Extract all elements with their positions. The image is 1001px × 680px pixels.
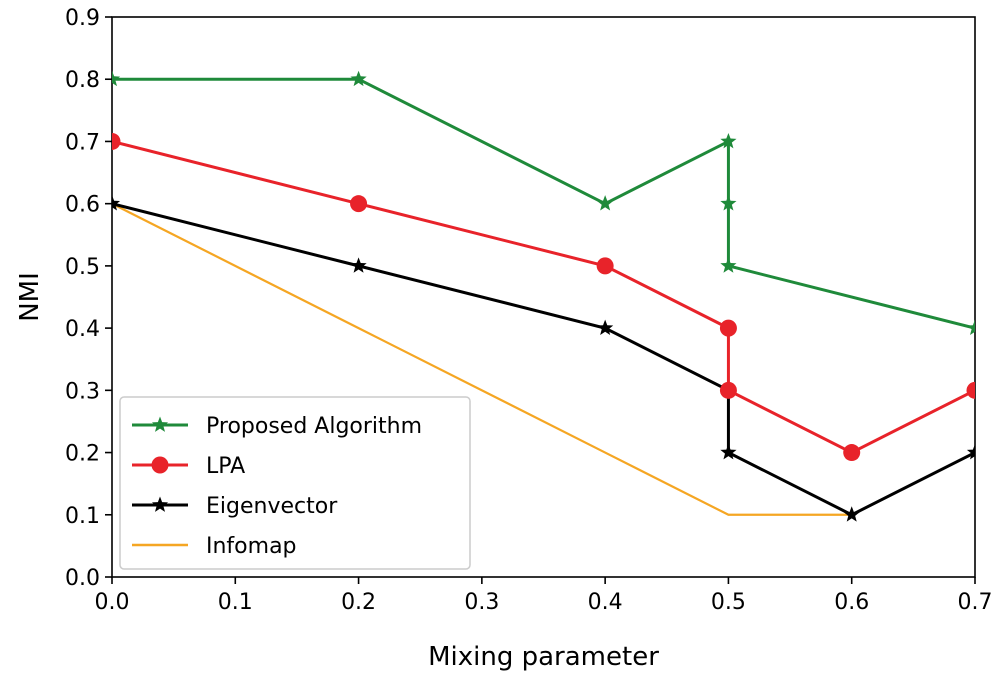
y-tick-label: 0.8 [65, 68, 100, 93]
data-point-lpa [966, 381, 975, 399]
x-tick-label: 0.3 [464, 590, 499, 615]
data-point-proposed-algorithm [966, 319, 975, 335]
x-tick-label: 0.7 [958, 590, 993, 615]
data-point-eigenvector [966, 444, 975, 460]
y-tick-label: 0.9 [65, 6, 100, 31]
legend-swatch-marker [151, 416, 169, 432]
legend-box [119, 396, 471, 570]
legend-item-lpa: LPA [132, 454, 245, 479]
y-tick-label: 0.1 [65, 504, 100, 529]
x-axis-label: Mixing parameter [428, 642, 659, 672]
data-point-lpa [350, 195, 368, 213]
x-tick-label: 0.4 [588, 590, 623, 615]
y-tick-label: 0.2 [65, 442, 100, 467]
legend-label: Proposed Algorithm [206, 414, 422, 439]
series-line-proposed-algorithm [112, 77, 975, 330]
legend-item-infomap: Infomap [132, 534, 297, 559]
legend-label: Eigenvector [206, 494, 338, 519]
data-point-lpa [596, 257, 614, 275]
data-point-eigenvector [720, 444, 737, 460]
series-lpa [112, 132, 975, 462]
x-tick-label: 0.2 [341, 590, 376, 615]
x-tick-label: 0.0 [95, 590, 130, 615]
series-layer [112, 70, 975, 522]
y-tick-label: 0.6 [65, 193, 100, 218]
y-tick-label: 0.0 [65, 566, 100, 591]
y-tick-label: 0.4 [65, 317, 100, 342]
data-point-eigenvector [843, 506, 860, 522]
plot-area [111, 16, 976, 578]
y-axis-label: NMI [15, 272, 45, 322]
data-point-proposed-algorithm [720, 132, 737, 149]
y-tick-label: 0.3 [65, 379, 100, 404]
data-point-lpa [719, 381, 737, 399]
data-point-eigenvector [597, 319, 614, 335]
legend-item-proposed-algorithm: Proposed Algorithm [132, 414, 422, 439]
data-point-proposed-algorithm [597, 195, 614, 211]
data-point-lpa [112, 132, 121, 150]
series-proposed-algorithm [112, 70, 975, 335]
y-tick-label: 0.5 [65, 255, 100, 280]
y-axis: 0.0 0.1 0.2 0.3 0.4 0.5 0.6 0.7 0.8 0.9 [65, 6, 112, 591]
data-point-eigenvector [350, 257, 367, 273]
y-tick-label: 0.7 [65, 130, 100, 155]
data-point-proposed-algorithm [720, 257, 737, 273]
x-tick-label: 0.1 [218, 590, 253, 615]
plot-frame [111, 16, 976, 578]
legend-item-eigenvector: Eigenvector [132, 494, 338, 519]
x-tick-label: 0.5 [711, 590, 746, 615]
x-axis: 0.0 0.1 0.2 0.3 0.4 0.5 0.6 0.7 [95, 577, 993, 615]
legend: Proposed Algorithm LPA Eigenvector Infomap [119, 396, 471, 570]
data-point-lpa [843, 444, 861, 462]
legend-label: Infomap [206, 534, 297, 559]
data-point-proposed-algorithm [350, 70, 367, 87]
legend-swatch-marker [151, 496, 169, 512]
data-point-eigenvector [112, 195, 121, 211]
data-point-proposed-algorithm [112, 70, 121, 87]
legend-swatch-marker [151, 456, 169, 474]
series-line-infomap [112, 202, 852, 516]
x-tick-label: 0.6 [834, 590, 869, 615]
data-point-proposed-algorithm [720, 195, 737, 211]
series-infomap [112, 202, 852, 516]
legend-label: LPA [206, 454, 245, 479]
data-point-lpa [719, 319, 737, 337]
